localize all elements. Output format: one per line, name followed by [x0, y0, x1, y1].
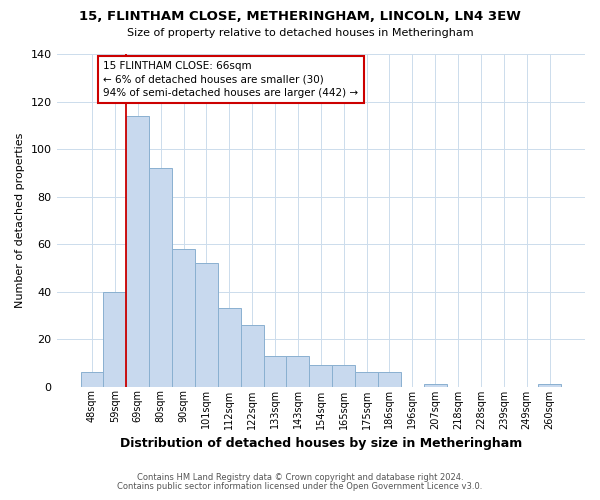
Bar [263, 356, 286, 386]
Text: 15 FLINTHAM CLOSE: 66sqm
← 6% of detached houses are smaller (30)
94% of semi-de: 15 FLINTHAM CLOSE: 66sqm ← 6% of detache… [103, 61, 359, 98]
Y-axis label: Number of detached properties: Number of detached properties [15, 132, 25, 308]
Bar [172, 249, 195, 386]
Bar [310, 365, 332, 386]
Text: Contains public sector information licensed under the Open Government Licence v3: Contains public sector information licen… [118, 482, 482, 491]
Bar [538, 384, 561, 386]
X-axis label: Distribution of detached houses by size in Metheringham: Distribution of detached houses by size … [119, 437, 522, 450]
Text: Size of property relative to detached houses in Metheringham: Size of property relative to detached ho… [127, 28, 473, 38]
Bar [195, 263, 218, 386]
Text: 15, FLINTHAM CLOSE, METHERINGHAM, LINCOLN, LN4 3EW: 15, FLINTHAM CLOSE, METHERINGHAM, LINCOL… [79, 10, 521, 23]
Bar [286, 356, 310, 386]
Bar [103, 292, 127, 386]
Bar [378, 372, 401, 386]
Bar [218, 308, 241, 386]
Text: Contains HM Land Registry data © Crown copyright and database right 2024.: Contains HM Land Registry data © Crown c… [137, 474, 463, 482]
Bar [332, 365, 355, 386]
Bar [127, 116, 149, 386]
Bar [355, 372, 378, 386]
Bar [241, 325, 263, 386]
Bar [80, 372, 103, 386]
Bar [149, 168, 172, 386]
Bar [424, 384, 446, 386]
